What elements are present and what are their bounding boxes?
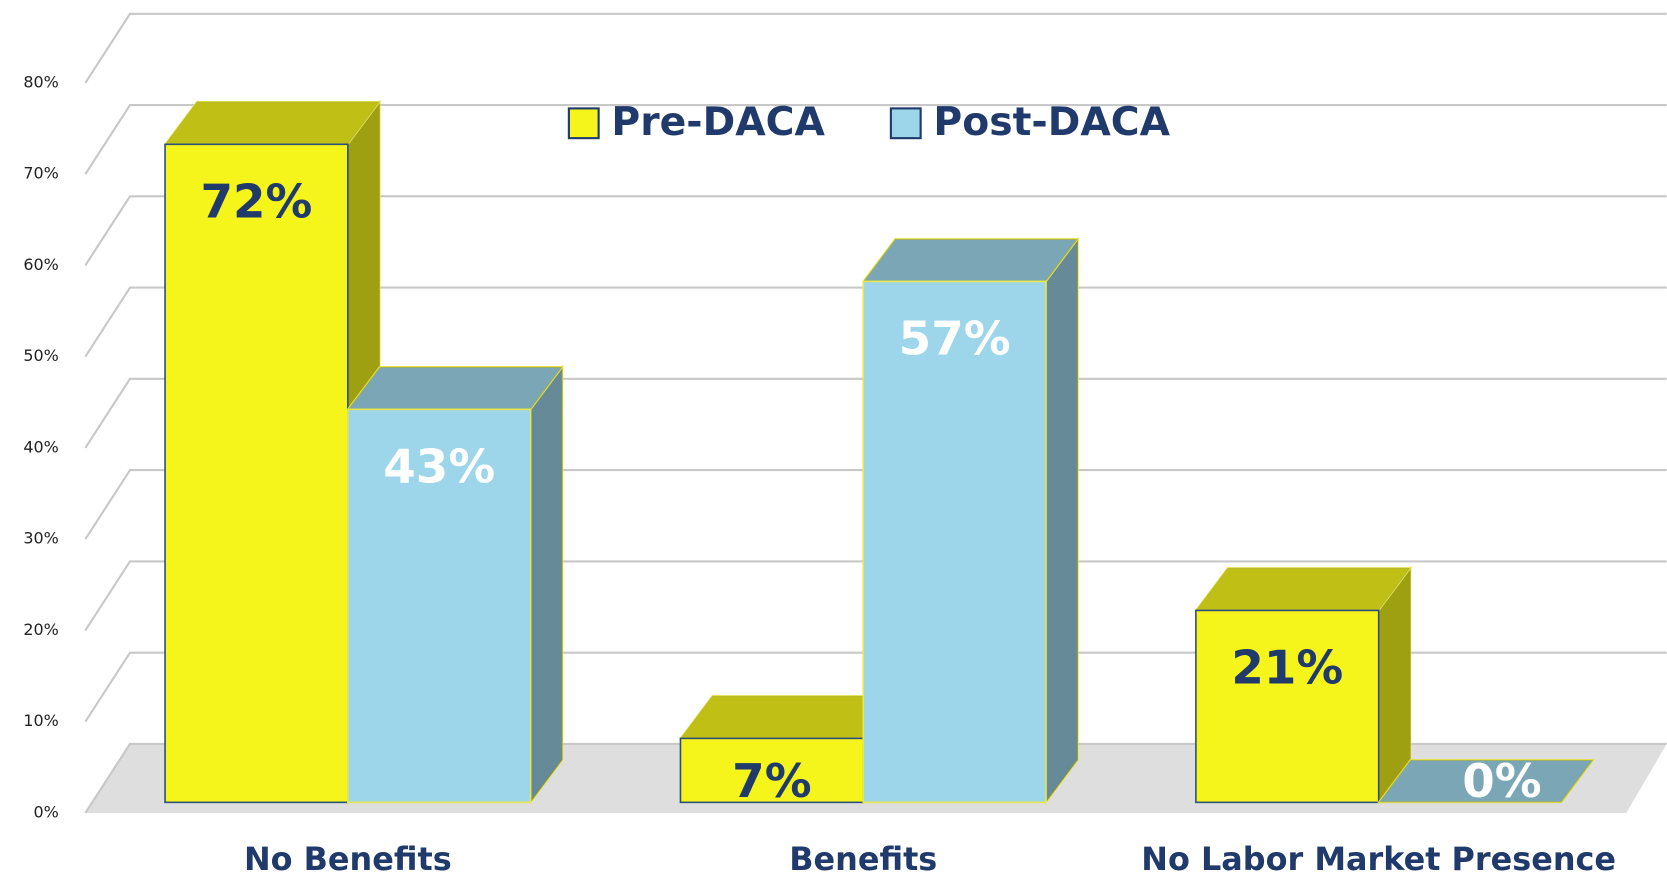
bar-top-shade xyxy=(165,101,380,145)
value-label: 72% xyxy=(200,175,312,229)
grid-line xyxy=(84,469,1667,540)
y-tick-label: 80% xyxy=(23,72,58,91)
bar-side-shade xyxy=(1046,238,1078,803)
bar-top-shade xyxy=(1195,567,1411,611)
y-tick-label: 0% xyxy=(33,802,58,821)
y-tick-label: 50% xyxy=(23,346,58,365)
grid-line xyxy=(84,377,1667,449)
bar-top-shade xyxy=(680,695,896,739)
x-tick-label: No Labor Market Presence xyxy=(1141,840,1616,878)
bar-top-shade xyxy=(863,238,1078,282)
grid-line xyxy=(84,742,1667,814)
bar-side-shade xyxy=(530,366,563,803)
legend-swatch xyxy=(889,107,922,140)
grid-line xyxy=(84,560,1667,632)
grid-line xyxy=(84,651,1667,723)
value-label: 7% xyxy=(732,755,811,809)
y-tick-label: 60% xyxy=(23,255,58,274)
legend-label: Pre-DACA xyxy=(611,100,825,145)
legend-swatch xyxy=(567,107,600,140)
grid-line xyxy=(84,104,1667,175)
bar xyxy=(862,280,1047,804)
value-label: 43% xyxy=(383,440,495,494)
x-tick-label: Benefits xyxy=(789,840,937,878)
bar xyxy=(347,408,532,804)
grid-line xyxy=(84,12,1667,84)
bar-top xyxy=(1377,759,1595,804)
y-tick-label: 20% xyxy=(23,620,58,639)
value-label: 21% xyxy=(1231,642,1343,696)
value-label: 0% xyxy=(1462,755,1541,809)
bar xyxy=(1195,609,1380,804)
bar-side-shade xyxy=(1378,567,1411,803)
y-tick-label: 70% xyxy=(23,164,58,183)
bar xyxy=(164,143,349,804)
x-tick-label: No Benefits xyxy=(244,840,452,878)
bar-top-shade xyxy=(347,366,563,410)
grid-line xyxy=(84,286,1667,358)
bar-top-shade xyxy=(1378,759,1594,803)
y-tick-label: 10% xyxy=(23,711,58,730)
y-tick-label: 30% xyxy=(23,529,58,548)
value-label: 57% xyxy=(899,312,1011,366)
grid-line xyxy=(84,195,1667,266)
legend-label: Post-DACA xyxy=(933,100,1170,145)
bar xyxy=(679,737,865,804)
y-tick-label: 40% xyxy=(23,437,58,456)
